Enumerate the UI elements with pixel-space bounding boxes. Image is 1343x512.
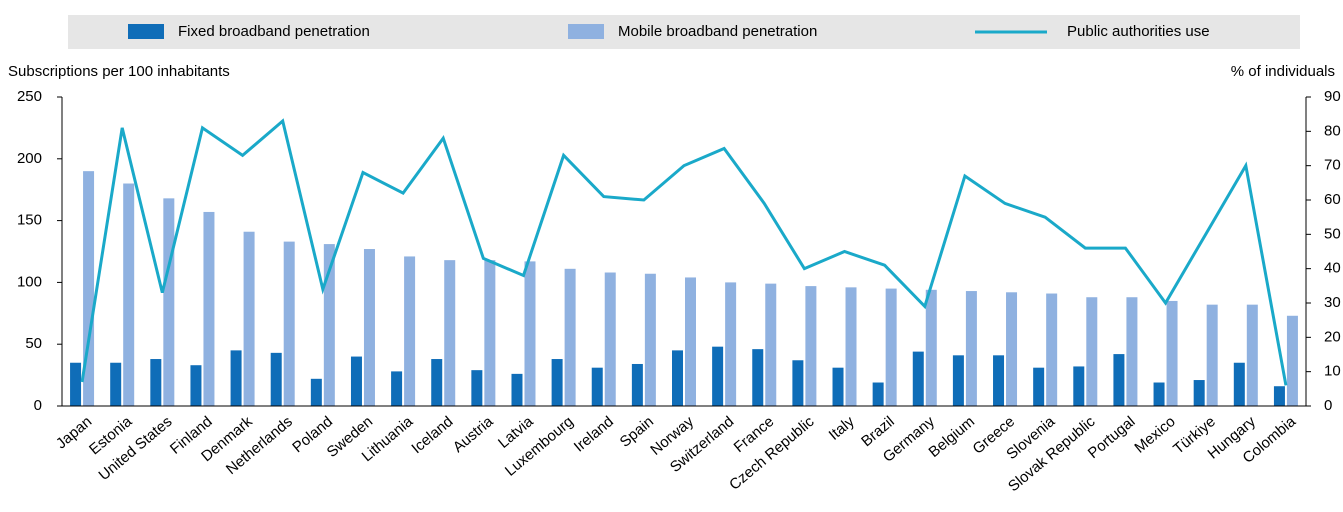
y-tick-label: 200 — [17, 150, 42, 167]
y-tick-label: 50 — [25, 335, 42, 352]
bar — [1126, 297, 1138, 406]
bar — [484, 260, 496, 406]
y2-tick-label: 50 — [1324, 225, 1341, 242]
bar — [564, 268, 576, 406]
line — [80, 118, 1288, 386]
y2-tick-label: 10 — [1324, 363, 1341, 380]
legend-swatch — [568, 24, 604, 39]
bar — [1033, 367, 1045, 406]
x-tick-label: Belgium — [926, 413, 978, 461]
bar — [350, 356, 362, 406]
bar — [524, 261, 536, 406]
bar — [805, 286, 817, 406]
bar — [270, 352, 282, 406]
x-tick-label: Austria — [450, 413, 497, 456]
bar — [1113, 354, 1125, 406]
bar — [323, 244, 335, 406]
bar — [150, 359, 162, 406]
bar — [993, 355, 1005, 406]
y2-tick-label: 20 — [1324, 328, 1341, 345]
legend-label: Mobile broadband penetration — [618, 23, 817, 40]
bar — [644, 273, 656, 406]
y2-tick-label: 30 — [1324, 294, 1341, 311]
bar — [243, 231, 255, 406]
bar — [471, 370, 483, 406]
bar — [1073, 366, 1085, 406]
y2-tick-label: 40 — [1324, 260, 1341, 277]
bar — [70, 362, 82, 406]
y-tick-label: 150 — [17, 212, 42, 229]
bar — [123, 183, 135, 406]
bar — [885, 288, 897, 406]
bar — [404, 256, 416, 406]
y2-tick-label: 80 — [1324, 122, 1341, 139]
y2-tick-label: 90 — [1324, 88, 1341, 105]
bar — [1086, 297, 1098, 406]
bar — [230, 350, 242, 406]
bar — [1193, 380, 1205, 406]
bar — [952, 355, 964, 406]
bar — [845, 287, 857, 406]
x-tick-label: Italy — [826, 413, 858, 444]
bar — [685, 277, 696, 406]
y-axis-label: Subscriptions per 100 inhabitants — [8, 63, 230, 80]
bar — [83, 171, 95, 406]
legend-background — [68, 15, 1300, 49]
bar — [1046, 293, 1058, 406]
x-tick-label: Ireland — [571, 413, 617, 456]
bar — [1006, 292, 1018, 406]
bar — [1206, 304, 1218, 406]
bar — [872, 382, 884, 406]
bar — [1166, 300, 1178, 406]
bar — [1286, 315, 1298, 406]
bar — [591, 367, 603, 406]
y2-tick-label: 0 — [1324, 397, 1332, 414]
y-tick-label: 0 — [34, 397, 42, 414]
y-tick-label: 100 — [17, 273, 42, 290]
bar — [752, 349, 764, 406]
bar — [631, 363, 643, 406]
bar — [391, 371, 403, 406]
bar — [1246, 304, 1258, 406]
y2-tick-label: 60 — [1324, 191, 1341, 208]
bar — [551, 359, 563, 406]
legend-label: Fixed broadband penetration — [178, 23, 370, 40]
bar — [604, 272, 616, 406]
bar — [1153, 382, 1165, 406]
bar — [912, 351, 924, 406]
bar — [363, 249, 375, 406]
bar — [765, 283, 777, 406]
bar — [310, 378, 322, 406]
bar — [444, 260, 456, 406]
bar — [725, 282, 737, 406]
bar — [163, 198, 175, 406]
y2-axis-label: % of individuals — [1231, 63, 1335, 80]
bar — [110, 362, 122, 406]
bar — [965, 291, 977, 406]
y2-tick-label: 70 — [1324, 157, 1341, 174]
bar — [672, 350, 683, 406]
bar — [203, 211, 215, 406]
bar — [190, 365, 202, 406]
bar — [925, 289, 937, 406]
y-tick-label: 250 — [17, 88, 42, 105]
bar — [431, 359, 443, 406]
bar — [283, 241, 295, 406]
x-tick-label: Iceland — [408, 413, 456, 457]
bar — [712, 346, 724, 406]
bar — [511, 373, 523, 406]
bar — [1233, 362, 1245, 406]
x-tick-label: Mexico — [1131, 413, 1178, 457]
legend-label: Public authorities use — [1067, 23, 1210, 40]
legend-swatch — [128, 24, 164, 39]
bar — [1273, 386, 1285, 406]
bar — [832, 367, 844, 406]
bar — [792, 360, 804, 406]
